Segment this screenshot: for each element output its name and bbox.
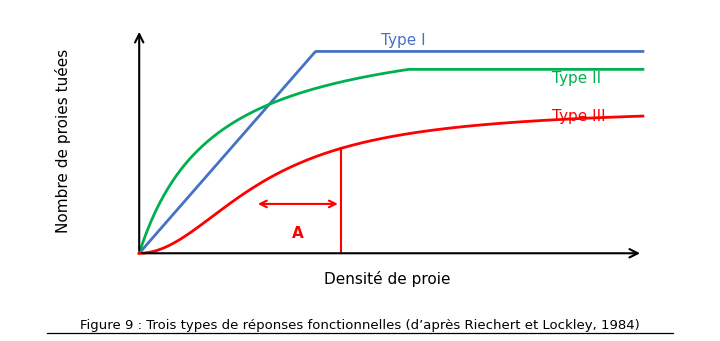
Text: Figure 9 : Trois types de réponses fonctionnelles (d’après Riechert et Lockley, : Figure 9 : Trois types de réponses fonct… bbox=[80, 320, 640, 332]
Text: Type I: Type I bbox=[381, 33, 426, 48]
Text: A: A bbox=[292, 226, 304, 241]
Text: Type II: Type II bbox=[552, 71, 601, 86]
Text: Densité de proie: Densité de proie bbox=[324, 271, 451, 287]
Text: Nombre de proies tuées: Nombre de proies tuées bbox=[55, 49, 71, 233]
Text: Type III: Type III bbox=[552, 109, 606, 124]
